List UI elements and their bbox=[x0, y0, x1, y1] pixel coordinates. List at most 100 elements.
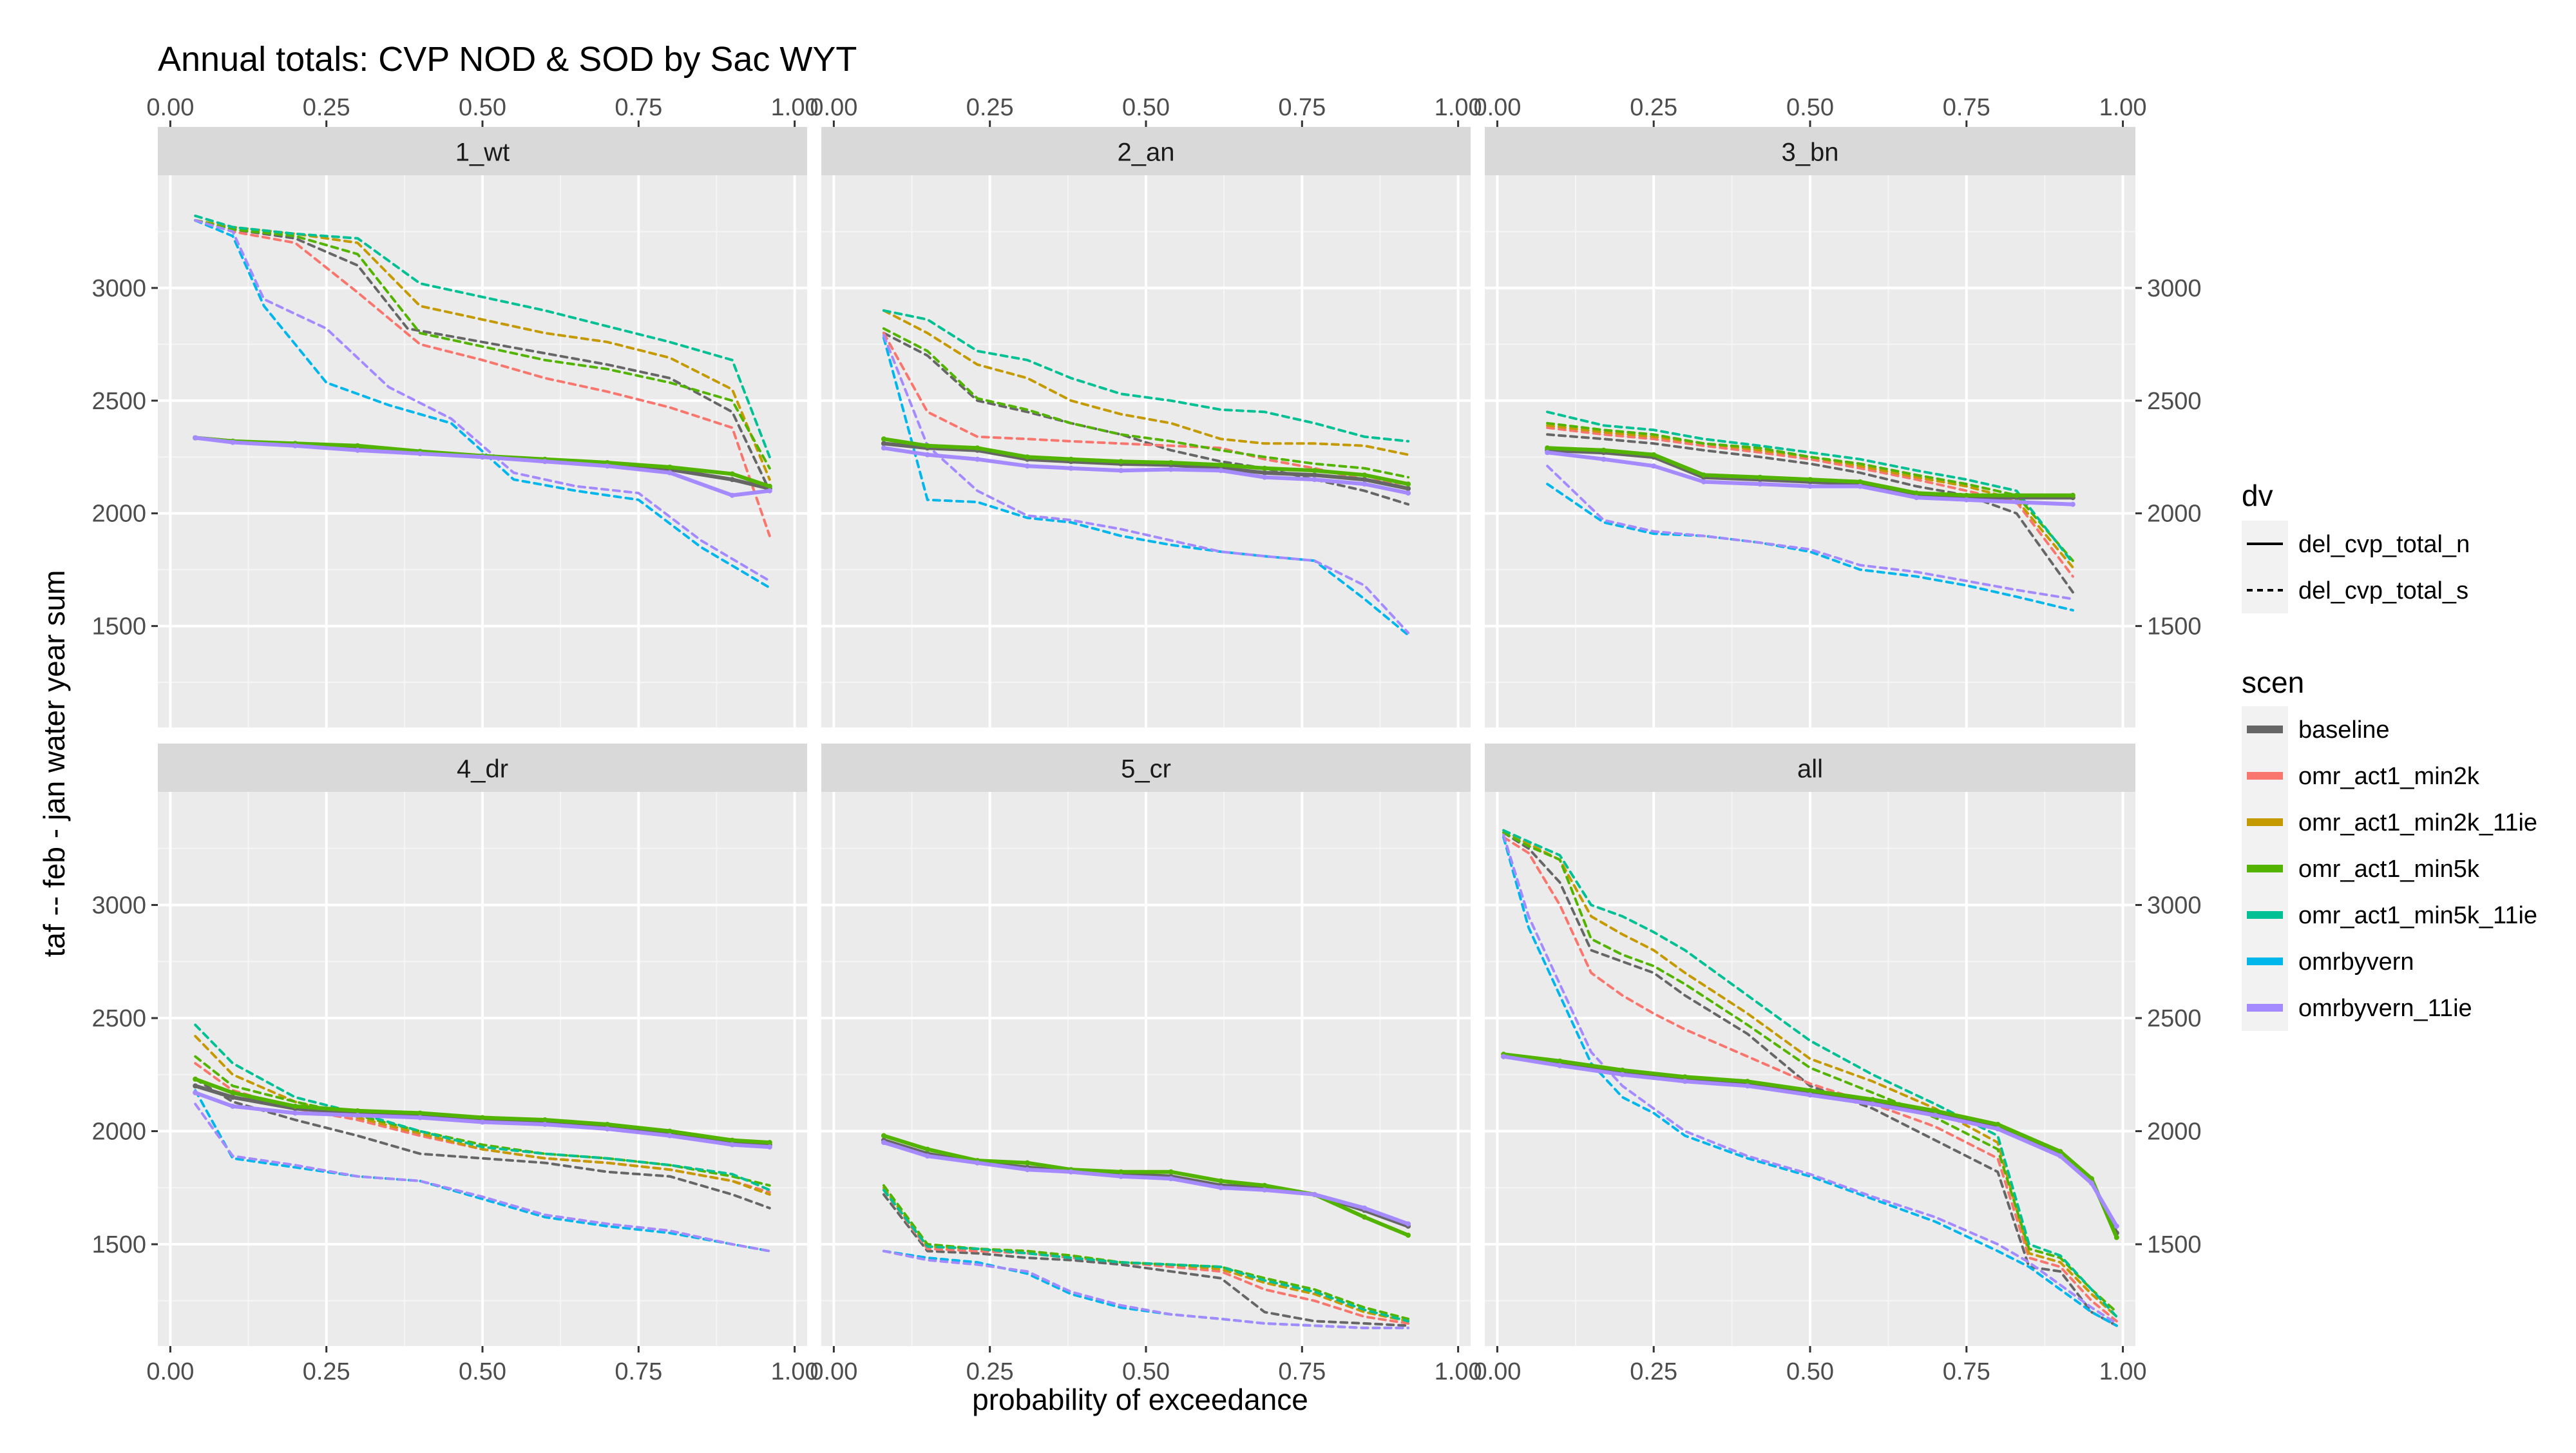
x-axis-label: probability of exceedance bbox=[972, 1383, 1308, 1416]
y-tick-label: 2500 bbox=[2147, 388, 2202, 415]
x-tick-label: 0.25 bbox=[303, 1358, 350, 1385]
series-line-omr_act1_min5k-s bbox=[194, 219, 771, 470]
series-group bbox=[1545, 410, 2075, 612]
data-point bbox=[2014, 499, 2019, 505]
facet-strip bbox=[1485, 744, 2135, 792]
data-point bbox=[604, 1126, 610, 1132]
panel-5_cr: 5_cr 0.00 0.25 0.50 0.75 1.00 bbox=[810, 744, 1482, 1385]
x-tick-label: 0.75 bbox=[1943, 1358, 1990, 1385]
y-tick-label: 2000 bbox=[91, 1119, 146, 1146]
data-point bbox=[1118, 1173, 1124, 1179]
series-line-omrbyvern_11ie-s bbox=[882, 334, 1410, 635]
series-line-omrbyvern_11ie-s bbox=[194, 1102, 771, 1253]
data-point bbox=[1406, 481, 1411, 487]
data-point bbox=[1362, 1205, 1368, 1211]
data-point bbox=[1744, 1079, 1750, 1084]
data-point bbox=[1619, 1072, 1625, 1077]
data-point bbox=[1701, 472, 1706, 478]
x-tick-label: 0.00 bbox=[1473, 1358, 1521, 1385]
series-line-omrbyvern_11ie-s bbox=[882, 1249, 1410, 1329]
legend-scen-label-omrbyvern: omrbyvern bbox=[2298, 948, 2414, 976]
data-point bbox=[924, 452, 930, 457]
data-point bbox=[2070, 492, 2075, 498]
x-tick-label: 0.00 bbox=[810, 94, 857, 121]
data-point bbox=[975, 456, 980, 462]
x-tick-label: 1.00 bbox=[771, 94, 819, 121]
data-point bbox=[1168, 467, 1174, 472]
x-tick-label: 0.75 bbox=[1943, 94, 1990, 121]
data-point bbox=[292, 443, 298, 448]
data-point bbox=[767, 1144, 772, 1150]
panel-2_an: 2_an 0.00 0.25 0.50 0.75 1.00 bbox=[810, 94, 1482, 727]
data-point bbox=[1218, 1178, 1224, 1184]
data-point bbox=[193, 435, 198, 441]
data-point bbox=[1651, 463, 1657, 469]
series-group bbox=[881, 1133, 1411, 1329]
y-tick-label: 1500 bbox=[91, 1231, 146, 1258]
series-line-baseline-s bbox=[1502, 831, 2118, 1327]
data-point bbox=[881, 445, 886, 451]
data-point bbox=[230, 439, 236, 445]
data-point bbox=[2057, 1153, 2063, 1159]
data-point bbox=[604, 463, 610, 469]
data-point bbox=[355, 1108, 361, 1113]
series-line-omr_act1_min2k_11ie-s bbox=[1502, 829, 2118, 1318]
series-group bbox=[1501, 829, 2119, 1327]
data-point bbox=[1312, 1191, 1317, 1197]
data-point bbox=[2070, 501, 2075, 507]
data-point bbox=[1406, 1221, 1411, 1227]
series-line-omr_act1_min5k_11ie-s bbox=[194, 215, 771, 459]
data-point bbox=[1068, 456, 1074, 462]
legend-scen-label-baseline: baseline bbox=[2298, 717, 2390, 744]
chart-title: Annual totals: CVP NOD & SOD by Sac WYT bbox=[158, 40, 857, 79]
panel-all: all 0.00 0.25 0.50 0.75 1.00 1500 2000 2500 3000 bbox=[1473, 744, 2202, 1385]
facet-strip-label: 5_cr bbox=[1121, 755, 1171, 784]
facet-strip-label: 2_an bbox=[1118, 139, 1175, 167]
legend-scen-title: scen bbox=[2242, 666, 2304, 699]
series-line-omrbyvern_11ie-s bbox=[1546, 465, 2074, 601]
y-tick-label: 2000 bbox=[91, 501, 146, 528]
data-point bbox=[1362, 472, 1368, 478]
series-line-omr_act1_min5k_11ie-s bbox=[882, 309, 1410, 443]
data-point bbox=[1168, 1169, 1174, 1175]
data-point bbox=[729, 477, 735, 483]
data-point bbox=[1651, 452, 1657, 457]
x-tick-label: 0.50 bbox=[459, 1358, 506, 1385]
data-point bbox=[355, 1112, 361, 1118]
facet-strip bbox=[158, 127, 807, 175]
facet-strip-label: all bbox=[1797, 755, 1823, 784]
x-tick-label: 0.25 bbox=[1630, 94, 1677, 121]
series-line-omr_act1_min2k_11ie-s bbox=[882, 309, 1410, 456]
panel-4_dr: 4_dr 0.00 0.25 0.50 0.75 1.00 1500 2000 2500 3000 bbox=[91, 744, 819, 1385]
panel-1_wt: 1_wt 0.00 0.25 0.50 0.75 1.00 1500 2000 2500 3000 bbox=[91, 94, 819, 727]
facet-strip-label: 1_wt bbox=[455, 139, 510, 167]
data-point bbox=[1168, 1176, 1174, 1182]
facet-strip bbox=[821, 127, 1471, 175]
facet-strip bbox=[821, 744, 1471, 792]
y-tick-label: 3000 bbox=[2147, 275, 2202, 302]
x-tick-label: 0.00 bbox=[1473, 94, 1521, 121]
data-point bbox=[1808, 483, 1813, 489]
data-point bbox=[1362, 481, 1368, 487]
data-point bbox=[480, 1119, 485, 1125]
data-point bbox=[1682, 1074, 1688, 1080]
data-point bbox=[2014, 492, 2019, 498]
series-line-omrbyvern-s bbox=[1546, 483, 2074, 612]
data-point bbox=[1857, 483, 1863, 489]
data-point bbox=[230, 1103, 236, 1109]
data-point bbox=[1218, 468, 1224, 474]
series-line-omr_act1_min5k-n bbox=[1502, 1052, 2119, 1240]
data-point bbox=[1406, 1233, 1411, 1238]
data-point bbox=[355, 443, 361, 448]
facet-strip bbox=[158, 744, 807, 792]
data-point bbox=[881, 441, 886, 447]
data-point bbox=[667, 470, 673, 476]
data-point bbox=[881, 1133, 886, 1139]
series-line-baseline-s bbox=[882, 1193, 1410, 1327]
legend-scen-label-omrbyvern_11ie: omrbyvern_11ie bbox=[2298, 995, 2472, 1022]
data-point bbox=[881, 1140, 886, 1146]
data-point bbox=[924, 1153, 930, 1159]
series-group bbox=[193, 1023, 772, 1253]
x-tick-label: 0.25 bbox=[303, 94, 350, 121]
